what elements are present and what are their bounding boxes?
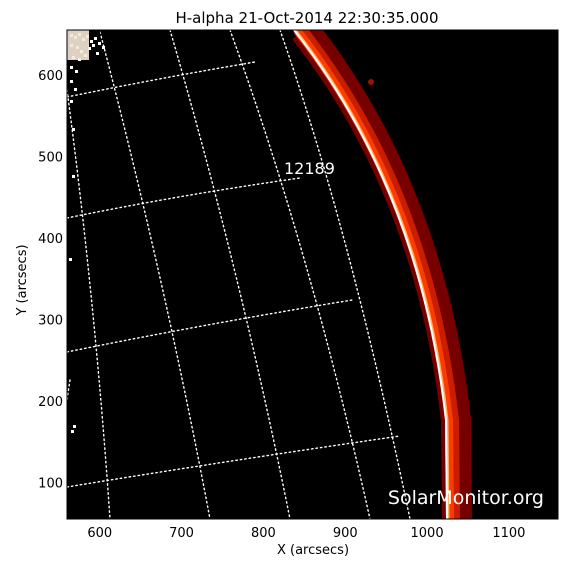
grid-line [67, 299, 353, 353]
x-tick-label: 1000 [411, 526, 444, 541]
y-tick-label: 100 [38, 476, 63, 491]
active-region-label: 12189 [284, 159, 335, 178]
x-tick-label: 800 [251, 526, 276, 541]
speckle-dot [90, 40, 93, 43]
grid-line [67, 177, 301, 219]
x-tick-label: 900 [333, 526, 358, 541]
speckle-dot [94, 37, 97, 40]
y-tick-label: 200 [38, 395, 63, 410]
speckle-dot [72, 128, 75, 131]
speckle-dot [70, 80, 73, 83]
grid-line [67, 435, 401, 488]
watermark: SolarMonitor.org [388, 487, 544, 509]
speckle-patch [67, 30, 89, 60]
speckle-dot [98, 42, 101, 45]
disk-speckle [67, 30, 105, 433]
x-axis-title: X (arcsecs) [277, 543, 349, 558]
y-axis-title: Y (arcsecs) [15, 244, 30, 316]
speckle-dot [88, 47, 91, 50]
speckle-dot [72, 175, 75, 178]
speckle-dot [96, 52, 99, 55]
y-axis: 100 200 300 400 500 600 [38, 69, 558, 491]
x-tick-label: 700 [169, 526, 194, 541]
x-axis: 600 700 800 900 1000 1100 [87, 30, 525, 541]
grid-line [67, 379, 71, 406]
limb-band [293, 30, 454, 519]
y-tick-label: 300 [38, 313, 63, 328]
solar-limb [292, 30, 472, 519]
speckle-dot [70, 66, 73, 69]
speckle-dot [75, 70, 78, 73]
prominence [368, 79, 374, 85]
x-tick-label: 600 [87, 526, 112, 541]
limb-edge [293, 30, 448, 519]
chart-title: H-alpha 21-Oct-2014 22:30:35.000 [175, 9, 438, 27]
y-tick-label: 400 [38, 232, 63, 247]
plot-frame [66, 29, 559, 520]
grid-line [99, 31, 211, 519]
speckle-dot [73, 425, 76, 428]
grid-line [169, 30, 291, 519]
speckle-dot [92, 44, 95, 47]
y-tick-label: 500 [38, 150, 63, 165]
speckle-dot [71, 430, 74, 433]
y-tick-label: 600 [38, 69, 63, 84]
plot-area [67, 30, 558, 519]
speckle-dot [74, 88, 77, 91]
grid-line [279, 30, 411, 519]
grid-line [229, 30, 371, 519]
grid-line [67, 61, 256, 98]
speckle-dot [70, 100, 73, 103]
speckle-dot [102, 46, 105, 49]
speckle-dot [69, 258, 72, 261]
heliographic-grid [67, 30, 411, 519]
x-tick-label: 1100 [492, 526, 525, 541]
